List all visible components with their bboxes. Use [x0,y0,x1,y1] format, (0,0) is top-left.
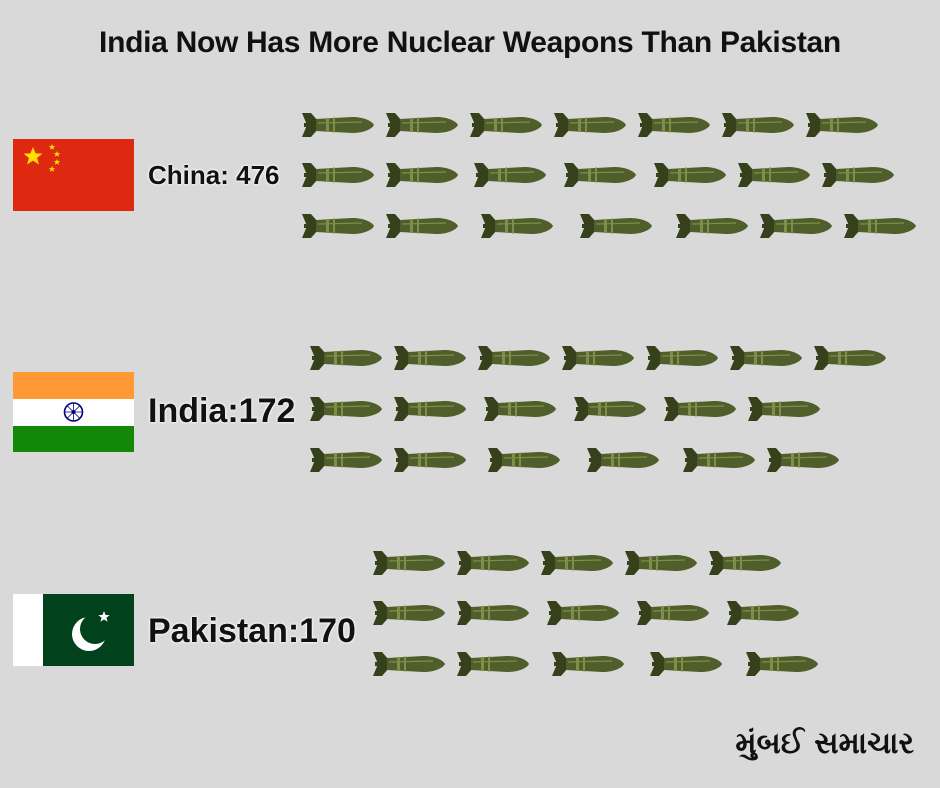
brand-logo: મુંબઈ સમાચાર [735,726,914,761]
india-missile-icon [814,346,886,370]
china-missile-icon [822,163,894,187]
india-missile-icon [478,346,550,370]
pakistan-missile-icon [373,601,445,625]
china-missile-icon [844,214,916,238]
pakistan-missile-icon [373,551,445,575]
pakistan-missile-icon [552,652,624,676]
china-missile-icon [302,214,374,238]
india-missile-icon [574,397,646,421]
pakistan-missile-icon [709,551,781,575]
pakistan-flag [13,594,134,666]
pakistan-missile-icon [746,652,818,676]
china-missile-icon [722,113,794,137]
pakistan-missile-icon [727,601,799,625]
pakistan-missile-icon [457,551,529,575]
india-missile-icon [646,346,718,370]
china-missile-icon [554,113,626,137]
india-missile-icon [394,448,466,472]
china-missile-icon [676,214,748,238]
pakistan-missile-icon [457,652,529,676]
china-missile-icon [654,163,726,187]
pakistan-missile-icon [650,652,722,676]
india-missile-icon [394,346,466,370]
india-label: India:172 [148,392,296,430]
pakistan-flag-star [98,611,110,622]
chart-title: India Now Has More Nuclear Weapons Than … [99,26,841,59]
india-missile-icon [664,397,736,421]
india-missile-icon [748,397,820,421]
india-missile-icon [587,448,659,472]
china-missile-icon [302,163,374,187]
india-missile-icon [310,448,382,472]
pakistan-missile-icon [547,601,619,625]
pakistan-label: Pakistan:170 [148,612,356,650]
pakistan-missile-icon [373,652,445,676]
pakistan-missile-icon [637,601,709,625]
pakistan-missile-icon [457,601,529,625]
china-missile-icon [638,113,710,137]
china-missile-icon [738,163,810,187]
india-missile-icon [562,346,634,370]
india-missile-icon [310,346,382,370]
china-missile-icon [806,113,878,137]
china-missile-icon [564,163,636,187]
china-missile-icon [481,214,553,238]
india-missile-icon [310,397,382,421]
china-missile-icon [386,113,458,137]
india-flag [13,372,134,452]
india-missile-icon [730,346,802,370]
pakistan-missile-icon [625,551,697,575]
china-missile-icon [386,163,458,187]
india-missile-icon [683,448,755,472]
china-label: China: 476 [148,160,280,190]
india-missile-icon [484,397,556,421]
china-missile-icon [760,214,832,238]
china-missile-icon [474,163,546,187]
india-missile-icon [488,448,560,472]
china-missile-icon [580,214,652,238]
india-missile-icon [767,448,839,472]
china-missile-icon [302,113,374,137]
pakistan-missile-icon [541,551,613,575]
china-missile-icon [470,113,542,137]
india-missile-icon [394,397,466,421]
china-flag-large-star [23,147,43,165]
china-flag [13,139,134,211]
china-missile-icon [386,214,458,238]
